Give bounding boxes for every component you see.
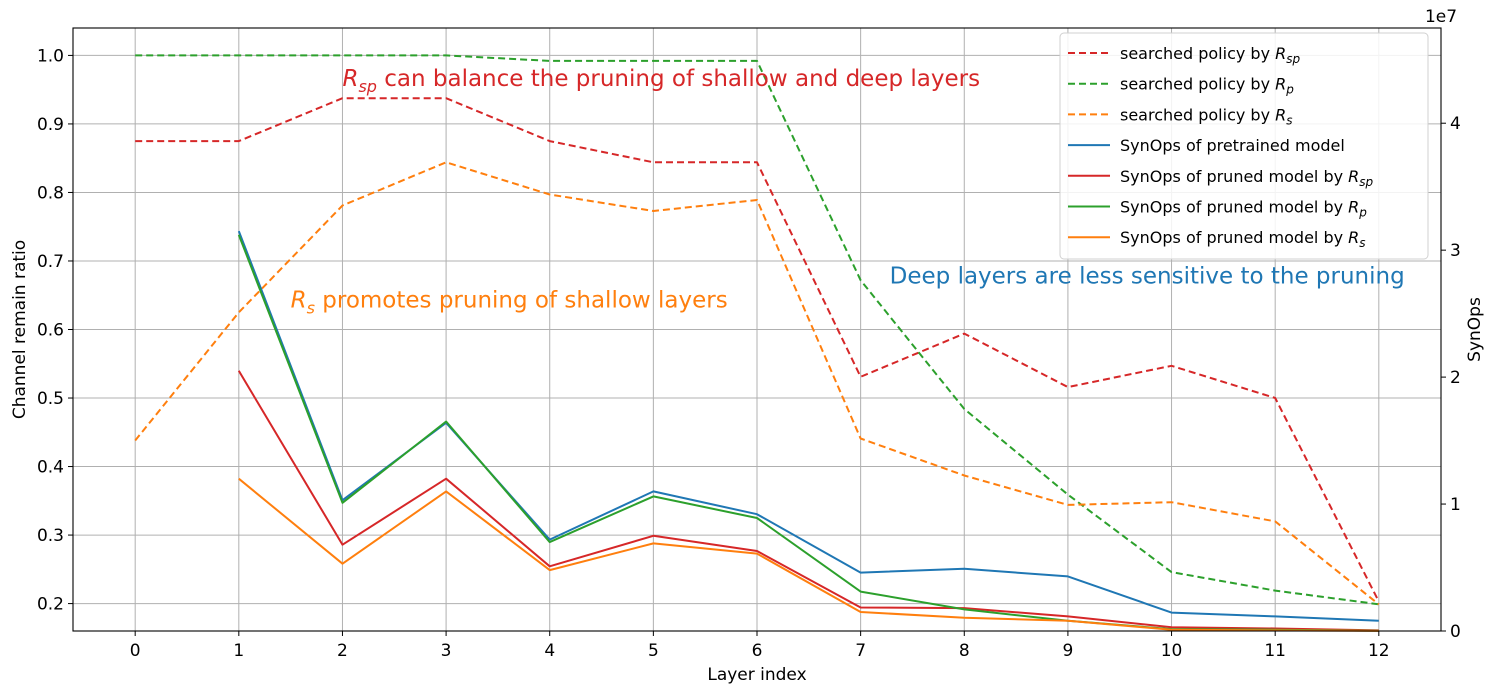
x-tick-label: 3 [441,641,452,661]
y-tick-label-right: 1 [1450,495,1461,515]
y-tick-label-right: 4 [1450,114,1461,134]
x-axis-label: Layer index [707,665,806,685]
y-axis-label-right: SynOps [1465,297,1485,362]
x-tick-label: 6 [752,641,763,661]
y-tick-label-left: 0.4 [37,458,64,478]
dashed-series-line-2 [134,161,1380,606]
y-tick-label-left: 0.9 [37,115,64,135]
x-tick-label: 2 [337,641,348,661]
x-tick-label: 8 [959,641,970,661]
x-tick-label: 10 [1161,641,1183,661]
y-tick-label-left: 0.6 [37,321,64,341]
y-tick-label-left: 0.2 [37,595,64,615]
x-tick-label: 0 [130,641,141,661]
legend-entry: searched policy by Rs [1120,105,1293,127]
annotation-2: Deep layers are less sensitive to the pr… [890,264,1405,290]
x-tick-label: 12 [1368,641,1390,661]
x-tick-label: 11 [1264,641,1286,661]
y-tick-label-left: 0.5 [37,389,64,409]
x-tick-label: 1 [233,641,244,661]
legend-entry: searched policy by Rsp [1120,44,1301,66]
y-tick-label-left: 0.8 [37,183,64,203]
legend-box [1059,32,1429,260]
y-tick-label-left: 0.3 [37,526,64,546]
x-tick-label: 7 [855,641,866,661]
x-tick-label: 4 [544,641,555,661]
axes: 0 1 2 3 4 5 6 7 8 9 10 11 120.20.30.40.50.60.70.80.9… [37,46,1461,661]
legend: searched policy by Rsp searched policy by… [1059,32,1429,260]
x-tick-label: 5 [648,641,659,661]
y-tick-label-right: 2 [1450,368,1461,388]
right-axis-exponent: 1e7 [1425,7,1457,27]
annotation-0: Rsp can balance the pruning of shallow a… [342,66,980,96]
y-tick-label-right: 3 [1450,241,1461,261]
x-tick-label: 9 [1062,641,1073,661]
legend-entry: searched policy by Rp [1120,75,1294,97]
legend-entry: SynOps of pruned model by Rp [1120,198,1367,220]
legend-entry: SynOps of pruned model by Rsp [1120,167,1374,189]
legend-entry: SynOps of pruned model by Rs [1120,228,1366,250]
solid-series-line-6 [238,477,1379,632]
annotation-1: Rs promotes pruning of shallow layers [291,288,728,318]
annotations: Rsp can balance the pruning of shallow a… [291,66,1405,317]
y-axis-label-left: Channel remain ratio [10,240,30,419]
y-tick-label-left: 0.7 [37,252,64,272]
legend-entry: SynOps of pretrained model [1120,136,1345,155]
dashed-series-line-1 [135,54,1379,606]
y-tick-label-left: 1.0 [37,46,64,66]
solid-series-line-4 [237,370,1379,632]
dashed-series-line-0 [135,97,1380,602]
y-tick-label-right: 0 [1450,622,1461,642]
series-group [134,54,1380,632]
